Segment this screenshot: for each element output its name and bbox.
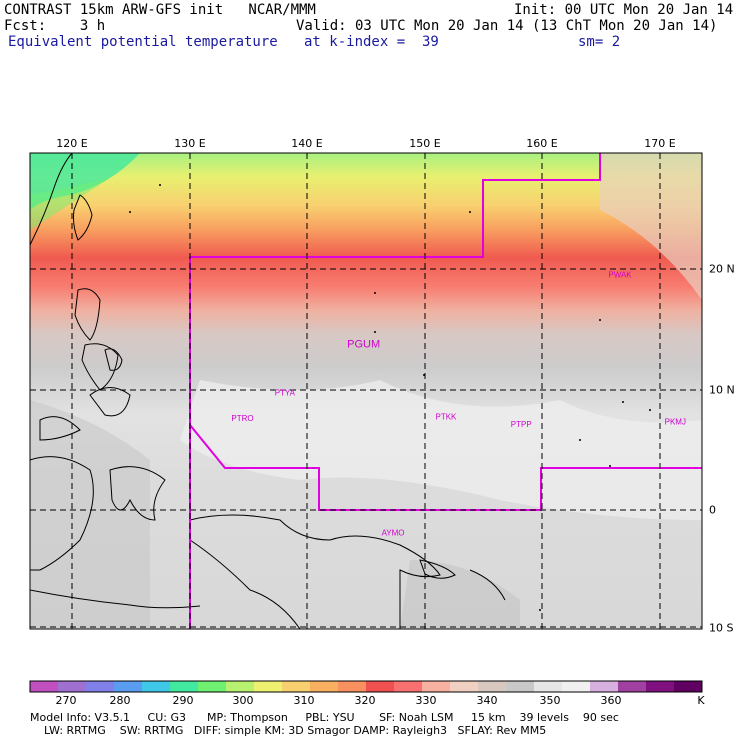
map-frame bbox=[29, 152, 703, 630]
colorbar-label: 300 bbox=[232, 694, 254, 707]
colorbar-swatch bbox=[58, 681, 87, 692]
lat-lon-grid bbox=[30, 153, 702, 629]
colorbar-swatch bbox=[674, 681, 703, 692]
station-pgum: PGUM bbox=[347, 338, 380, 350]
colorbar-swatch bbox=[170, 681, 199, 692]
colorbar-label: 310 bbox=[293, 694, 315, 707]
smoothing: sm= 2 bbox=[578, 34, 621, 50]
colorbar-swatch bbox=[310, 681, 339, 692]
lat-label-20n: 20 N bbox=[709, 262, 735, 276]
lon-label-160: 160 E bbox=[526, 137, 558, 150]
colorbar-swatch bbox=[478, 681, 507, 692]
valid-time: Valid: 03 UTC Mon 20 Jan 14 (13 ChT Mon … bbox=[296, 18, 718, 34]
colorbar-swatch bbox=[226, 681, 255, 692]
lon-label-130: 130 E bbox=[174, 137, 206, 150]
lat-label-0: 0 bbox=[709, 503, 716, 517]
station-aymo: AYMO bbox=[382, 528, 405, 537]
station-ptkk: PTKK bbox=[436, 413, 458, 422]
model-info-line2: LW: RRTMG SW: RRTMG DIFF: simple KM: 3D … bbox=[30, 724, 547, 737]
colorbar-label: 330 bbox=[415, 694, 437, 707]
colorbar-label: 340 bbox=[476, 694, 498, 707]
colorbar-swatch bbox=[114, 681, 143, 692]
station-ptya: PTYA bbox=[275, 389, 296, 398]
station-ptro: PTRO bbox=[231, 414, 253, 423]
colorbar-swatch bbox=[338, 681, 367, 692]
coastlines bbox=[30, 153, 506, 629]
colorbar-label: 360 bbox=[600, 694, 622, 707]
colorbar-swatch bbox=[86, 681, 115, 692]
model-title: CONTRAST 15km ARW-GFS init NCAR/MMM bbox=[4, 2, 316, 18]
colorbar-label: 290 bbox=[172, 694, 194, 707]
station-ptpp: PTPP bbox=[511, 420, 532, 429]
colorbar-label: 350 bbox=[539, 694, 561, 707]
lon-label-120: 120 E bbox=[56, 137, 88, 150]
station-pwak: PWAK bbox=[608, 270, 632, 279]
colorbar-swatch bbox=[254, 681, 283, 692]
colorbar-swatch bbox=[422, 681, 451, 692]
level-index: at k-index = 39 bbox=[304, 34, 439, 50]
lon-label-150: 150 E bbox=[409, 137, 441, 150]
colorbar-swatch bbox=[366, 681, 395, 692]
cool-region bbox=[30, 178, 110, 230]
south-patch bbox=[400, 560, 520, 629]
colorbar-swatch bbox=[590, 681, 619, 692]
field-name: Equivalent potential temperature bbox=[8, 34, 278, 50]
colorbar-label: 280 bbox=[109, 694, 131, 707]
colorbar-label: 320 bbox=[354, 694, 376, 707]
colorbar-swatch bbox=[618, 681, 647, 692]
colorbar-swatch bbox=[534, 681, 563, 692]
colorbar-swatch bbox=[646, 681, 675, 692]
small-islands bbox=[129, 184, 651, 611]
lat-label-10n: 10 N bbox=[709, 383, 735, 397]
init-time: Init: 00 UTC Mon 20 Jan 14 bbox=[514, 2, 734, 18]
colorbar bbox=[29, 680, 703, 693]
colorbar-label: 270 bbox=[55, 694, 77, 707]
colorbar-swatch bbox=[562, 681, 591, 692]
moist-patch bbox=[180, 380, 702, 520]
station-pkmj: PKMJ bbox=[665, 417, 686, 426]
colorbar-swatch bbox=[506, 681, 535, 692]
model-info-line1: Model Info: V3.5.1 CU: G3 MP: Thompson P… bbox=[30, 711, 619, 724]
station-markers: PWAK PGUM PTYA PTRO PTKK PTPP PKMJ AYMO bbox=[231, 270, 686, 537]
warm-patch bbox=[600, 153, 702, 300]
colorbar-swatch bbox=[394, 681, 423, 692]
lon-label-170: 170 E bbox=[644, 137, 676, 150]
forecast-hour: Fcst: 3 h bbox=[4, 18, 106, 34]
lon-label-140: 140 E bbox=[291, 137, 323, 150]
lat-label-10s: 10 S bbox=[709, 621, 734, 635]
colorbar-unit: K bbox=[697, 694, 705, 707]
colorbar-swatch bbox=[198, 681, 227, 692]
colorbar-swatch bbox=[30, 681, 59, 692]
colorbar-frame bbox=[29, 680, 703, 693]
colorbar-swatch bbox=[450, 681, 479, 692]
colorbar-swatch bbox=[282, 681, 311, 692]
colorbar-swatch bbox=[142, 681, 171, 692]
